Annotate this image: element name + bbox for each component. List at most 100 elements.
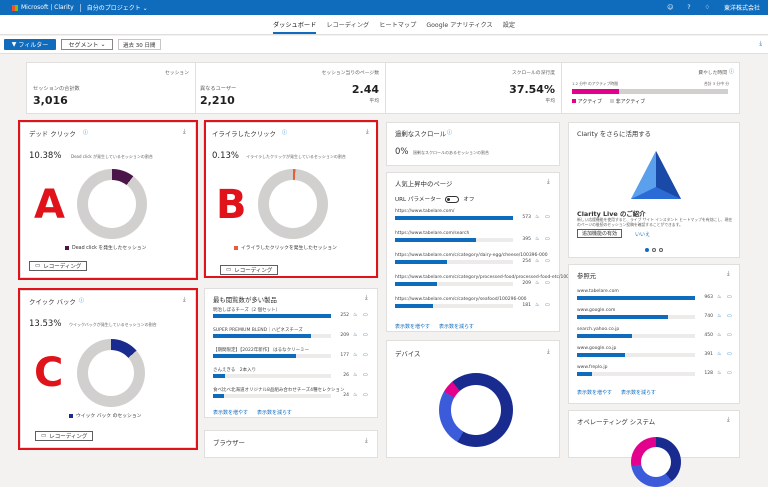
heatmap-icon[interactable]: ♨ [717, 294, 722, 300]
referrer-url[interactable]: www.google.co.jp [577, 346, 617, 351]
page-url[interactable]: https://www.tabelare.com/ [395, 209, 455, 214]
recording-icon[interactable]: ▭ [545, 214, 550, 220]
info-icon[interactable]: ⓘ [447, 130, 453, 136]
company-name[interactable]: 東洋株式会社 [723, 5, 760, 12]
show-more-link[interactable]: 表示数を増やす [577, 390, 613, 396]
download-icon[interactable]: ⤓ [547, 178, 550, 185]
download-icon[interactable]: ⤓ [183, 128, 186, 135]
recording-icon[interactable]: ▭ [545, 258, 550, 264]
url-parameter-toggle[interactable]: URL パラメーター オフ [395, 195, 475, 203]
show-less-link[interactable]: 表示数を減らす [621, 390, 656, 396]
info-icon[interactable]: ⓘ [282, 130, 288, 136]
help-icon[interactable]: ? [687, 4, 691, 11]
page-url[interactable]: https://www.tabelare.com/c/category/dair… [395, 253, 548, 258]
page-url[interactable]: https://www.tabelare.com/c/category/seaf… [395, 297, 527, 302]
download-icon[interactable]: ⤓ [727, 270, 730, 277]
heatmap-icon[interactable]: ♨ [717, 351, 722, 357]
heatmap-icon[interactable]: ♨ [353, 352, 358, 358]
heatmap-icon[interactable]: ♨ [353, 392, 358, 398]
show-more-link[interactable]: 表示数を増やす [213, 410, 249, 416]
recordings-button[interactable]: ▭ レコーディング [35, 431, 94, 441]
download-icon[interactable]: ⤓ [365, 437, 368, 444]
heatmap-icon[interactable]: ♨ [535, 236, 540, 242]
bar-track [577, 334, 695, 338]
date-range-button[interactable]: 過去 30 日間 [118, 39, 161, 50]
recording-icon[interactable]: ▭ [545, 236, 550, 242]
download-icon[interactable]: ⤓ [759, 40, 762, 47]
download-icon[interactable]: ⤓ [183, 296, 186, 303]
heatmap-icon[interactable]: ♨ [535, 280, 540, 286]
referrer-url[interactable]: www.freplo.jp [577, 365, 608, 370]
referrer-url[interactable]: www.tabelare.com [577, 289, 619, 294]
download-icon[interactable]: ⤓ [365, 294, 368, 301]
product-name[interactable]: 【期間限定】【2022年新作】 はるなクリーミー [213, 348, 310, 353]
tab-heatmaps[interactable]: ヒートマップ [379, 22, 417, 29]
sessions-card: セッション セッションの合計数 3,016 [26, 62, 196, 114]
heatmap-icon[interactable]: ♨ [535, 214, 540, 220]
video-icon: ▭ [226, 267, 232, 273]
toggle-switch[interactable] [445, 195, 460, 203]
page-url[interactable]: https://www.tabelare.com/search [395, 231, 470, 236]
product-name[interactable]: 明治しぼるチーズ（2 個セット） [213, 308, 281, 313]
recording-icon[interactable]: ▭ [363, 352, 368, 358]
info-icon[interactable]: ⓘ [79, 298, 85, 304]
recording-icon[interactable]: ▭ [727, 370, 732, 376]
recording-icon[interactable]: ▭ [727, 294, 732, 300]
heatmap-icon[interactable]: ♨ [717, 313, 722, 319]
download-icon[interactable]: ⤓ [727, 416, 730, 423]
recording-icon[interactable]: ▭ [363, 332, 368, 338]
heatmap-icon[interactable]: ♨ [353, 372, 358, 378]
show-more-link[interactable]: 表示数を増やす [395, 324, 431, 330]
recording-icon[interactable]: ▭ [727, 351, 732, 357]
carousel-dot[interactable] [659, 248, 663, 252]
quick-back-percent: 13.53% [29, 319, 62, 329]
recording-icon[interactable]: ▭ [545, 280, 550, 286]
popular-pages-card: 人気上昇中のページ ⤓ URL パラメーター オフ https://www.ta… [386, 172, 588, 332]
tab-recordings[interactable]: レコーディング [326, 22, 370, 29]
download-icon[interactable]: ⤓ [547, 348, 550, 355]
dismiss-link[interactable]: いいえ [635, 232, 651, 238]
recording-icon[interactable]: ▭ [727, 332, 732, 338]
heatmap-icon[interactable]: ♨ [353, 332, 358, 338]
page-url[interactable]: https://www.tabelare.com/c/category/proc… [395, 275, 588, 280]
download-icon[interactable]: ⤓ [366, 128, 369, 135]
smile-icon[interactable]: ☺ [667, 4, 674, 11]
enable-feature-button[interactable]: 追加機能の有効 [577, 229, 623, 238]
tab-google-analytics[interactable]: Google アナリティクス [426, 22, 493, 29]
clarity-logo[interactable]: Microsoft | Clarity [12, 4, 74, 11]
recording-icon[interactable]: ▭ [363, 372, 368, 378]
bell-icon[interactable]: ♢ [704, 4, 710, 11]
show-less-link[interactable]: 表示数を減らす [439, 324, 474, 330]
tab-dashboard[interactable]: ダッシュボード [273, 20, 317, 34]
heatmap-icon[interactable]: ♨ [535, 258, 540, 264]
recording-icon[interactable]: ▭ [727, 313, 732, 319]
nav-bar: ダッシュボード レコーディング ヒートマップ Google アナリティクス 設定 [0, 15, 768, 35]
info-icon[interactable]: ⓘ [83, 130, 89, 136]
referrer-url[interactable]: www.google.com [577, 308, 616, 313]
heatmap-icon[interactable]: ♨ [353, 312, 358, 318]
referrer-url[interactable]: search.yahoo.co.jp [577, 327, 620, 332]
row-count: 254 [522, 259, 531, 264]
show-less-link[interactable]: 表示数を減らす [257, 410, 292, 416]
carousel-dot[interactable] [645, 248, 649, 252]
heatmap-icon[interactable]: ♨ [535, 302, 540, 308]
segment-button[interactable]: セグメント ⌄ [61, 39, 113, 50]
recordings-button[interactable]: ▭ レコーディング [29, 261, 88, 271]
recordings-button[interactable]: ▭ レコーディング [220, 265, 279, 275]
recording-icon[interactable]: ▭ [545, 302, 550, 308]
recording-icon[interactable]: ▭ [363, 392, 368, 398]
info-icon[interactable]: ⓘ [728, 69, 734, 75]
project-selector[interactable]: 自分のプロジェクト ⌄ [86, 5, 148, 12]
legend-swatch [69, 413, 73, 418]
tab-settings[interactable]: 設定 [502, 22, 516, 29]
recording-icon[interactable]: ▭ [363, 312, 368, 318]
product-name[interactable]: SUPER PREMIUM BLEND｜ハピネスチーズ [213, 328, 303, 333]
heatmap-icon[interactable]: ♨ [717, 332, 722, 338]
product-name[interactable]: 食べ比べ北海道オリジナル8品組み合わせチーズ4種セレクション [213, 388, 345, 393]
carousel-dots[interactable] [645, 248, 663, 252]
filter-button[interactable]: ▼ フィルター [4, 39, 56, 50]
product-name[interactable]: さんえきる 2本入り [213, 368, 257, 373]
carousel-dot[interactable] [652, 248, 656, 252]
active-time-fill [572, 89, 619, 94]
heatmap-icon[interactable]: ♨ [717, 370, 722, 376]
